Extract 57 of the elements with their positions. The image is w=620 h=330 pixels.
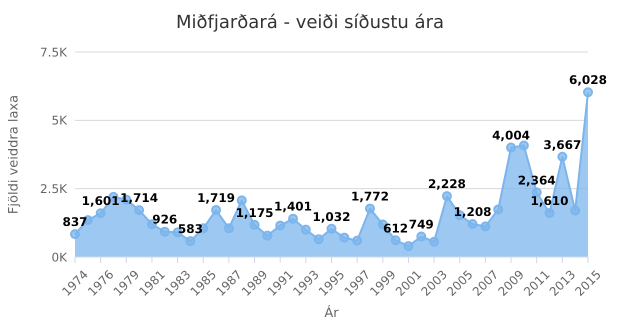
point bbox=[544, 208, 555, 218]
data-label: 1,610 bbox=[530, 194, 569, 208]
point bbox=[429, 236, 440, 247]
point bbox=[493, 204, 504, 214]
data-label: 612 bbox=[383, 221, 408, 236]
data-label: 1,601 bbox=[82, 194, 120, 208]
point bbox=[211, 205, 222, 216]
point bbox=[570, 206, 580, 216]
point bbox=[314, 234, 324, 244]
point bbox=[70, 229, 80, 240]
data-label: 1,714 bbox=[120, 191, 158, 206]
point bbox=[364, 204, 375, 214]
point bbox=[403, 241, 414, 252]
point bbox=[236, 195, 247, 206]
data-label: 3,667 bbox=[543, 138, 582, 152]
point bbox=[352, 236, 362, 246]
point bbox=[442, 191, 452, 202]
chart-title: Miðfjarðará - veiði síðustu ára bbox=[174, 11, 445, 35]
point bbox=[480, 221, 490, 232]
point bbox=[468, 218, 478, 229]
data-label: 583 bbox=[178, 222, 203, 236]
y-tick-label: 7.5K bbox=[40, 45, 68, 60]
data-label: 1,208 bbox=[454, 204, 492, 219]
data-label: 1,719 bbox=[197, 191, 236, 206]
data-label: 1,175 bbox=[236, 206, 274, 220]
y-tick-label: 2.5K bbox=[40, 182, 68, 196]
data-label: 926 bbox=[152, 212, 178, 227]
y-tick-label: 0K bbox=[51, 250, 68, 264]
y-axis-title: Fjöldi veiddra laxa bbox=[6, 94, 22, 214]
point bbox=[288, 214, 298, 224]
point bbox=[339, 232, 350, 243]
point bbox=[96, 208, 106, 218]
y-tick-label: 5K bbox=[51, 114, 68, 128]
point bbox=[275, 220, 286, 231]
point bbox=[224, 223, 234, 234]
point bbox=[160, 226, 170, 237]
point bbox=[300, 224, 311, 235]
data-label: 749 bbox=[408, 218, 434, 232]
point bbox=[185, 236, 196, 246]
data-label: 1,772 bbox=[350, 190, 389, 204]
data-label: 1,032 bbox=[312, 210, 350, 224]
point bbox=[583, 87, 593, 98]
point bbox=[506, 142, 516, 153]
point bbox=[250, 220, 260, 230]
point bbox=[390, 235, 401, 246]
data-label: 4,004 bbox=[492, 128, 530, 143]
data-label: 2,228 bbox=[428, 177, 466, 192]
x-axis-title: Ár bbox=[324, 304, 340, 321]
data-label: 1,401 bbox=[274, 200, 312, 214]
data-label: 6,028 bbox=[569, 73, 607, 88]
data-label: 837 bbox=[62, 215, 88, 230]
point bbox=[557, 152, 568, 162]
point bbox=[416, 232, 426, 242]
point bbox=[326, 224, 336, 234]
point bbox=[262, 230, 272, 241]
point bbox=[134, 205, 144, 216]
data-label: 2,364 bbox=[518, 173, 556, 188]
